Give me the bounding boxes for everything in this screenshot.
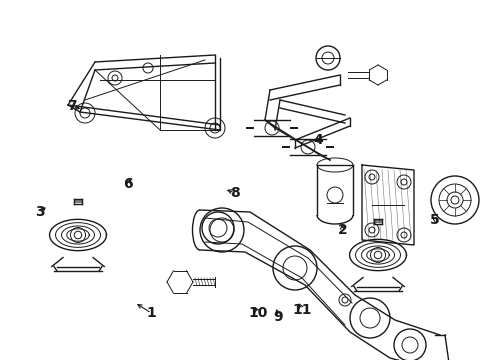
Text: 6: 6 <box>123 177 133 190</box>
Text: 5: 5 <box>429 213 439 226</box>
Text: 10: 10 <box>248 306 267 320</box>
Text: 11: 11 <box>292 303 311 316</box>
Text: 8: 8 <box>229 186 239 199</box>
Text: 7: 7 <box>67 99 77 113</box>
Text: 2: 2 <box>337 224 346 237</box>
Text: 4: 4 <box>312 134 322 147</box>
Text: 1: 1 <box>146 306 156 320</box>
Text: 3: 3 <box>35 206 45 219</box>
Text: 9: 9 <box>272 310 282 324</box>
